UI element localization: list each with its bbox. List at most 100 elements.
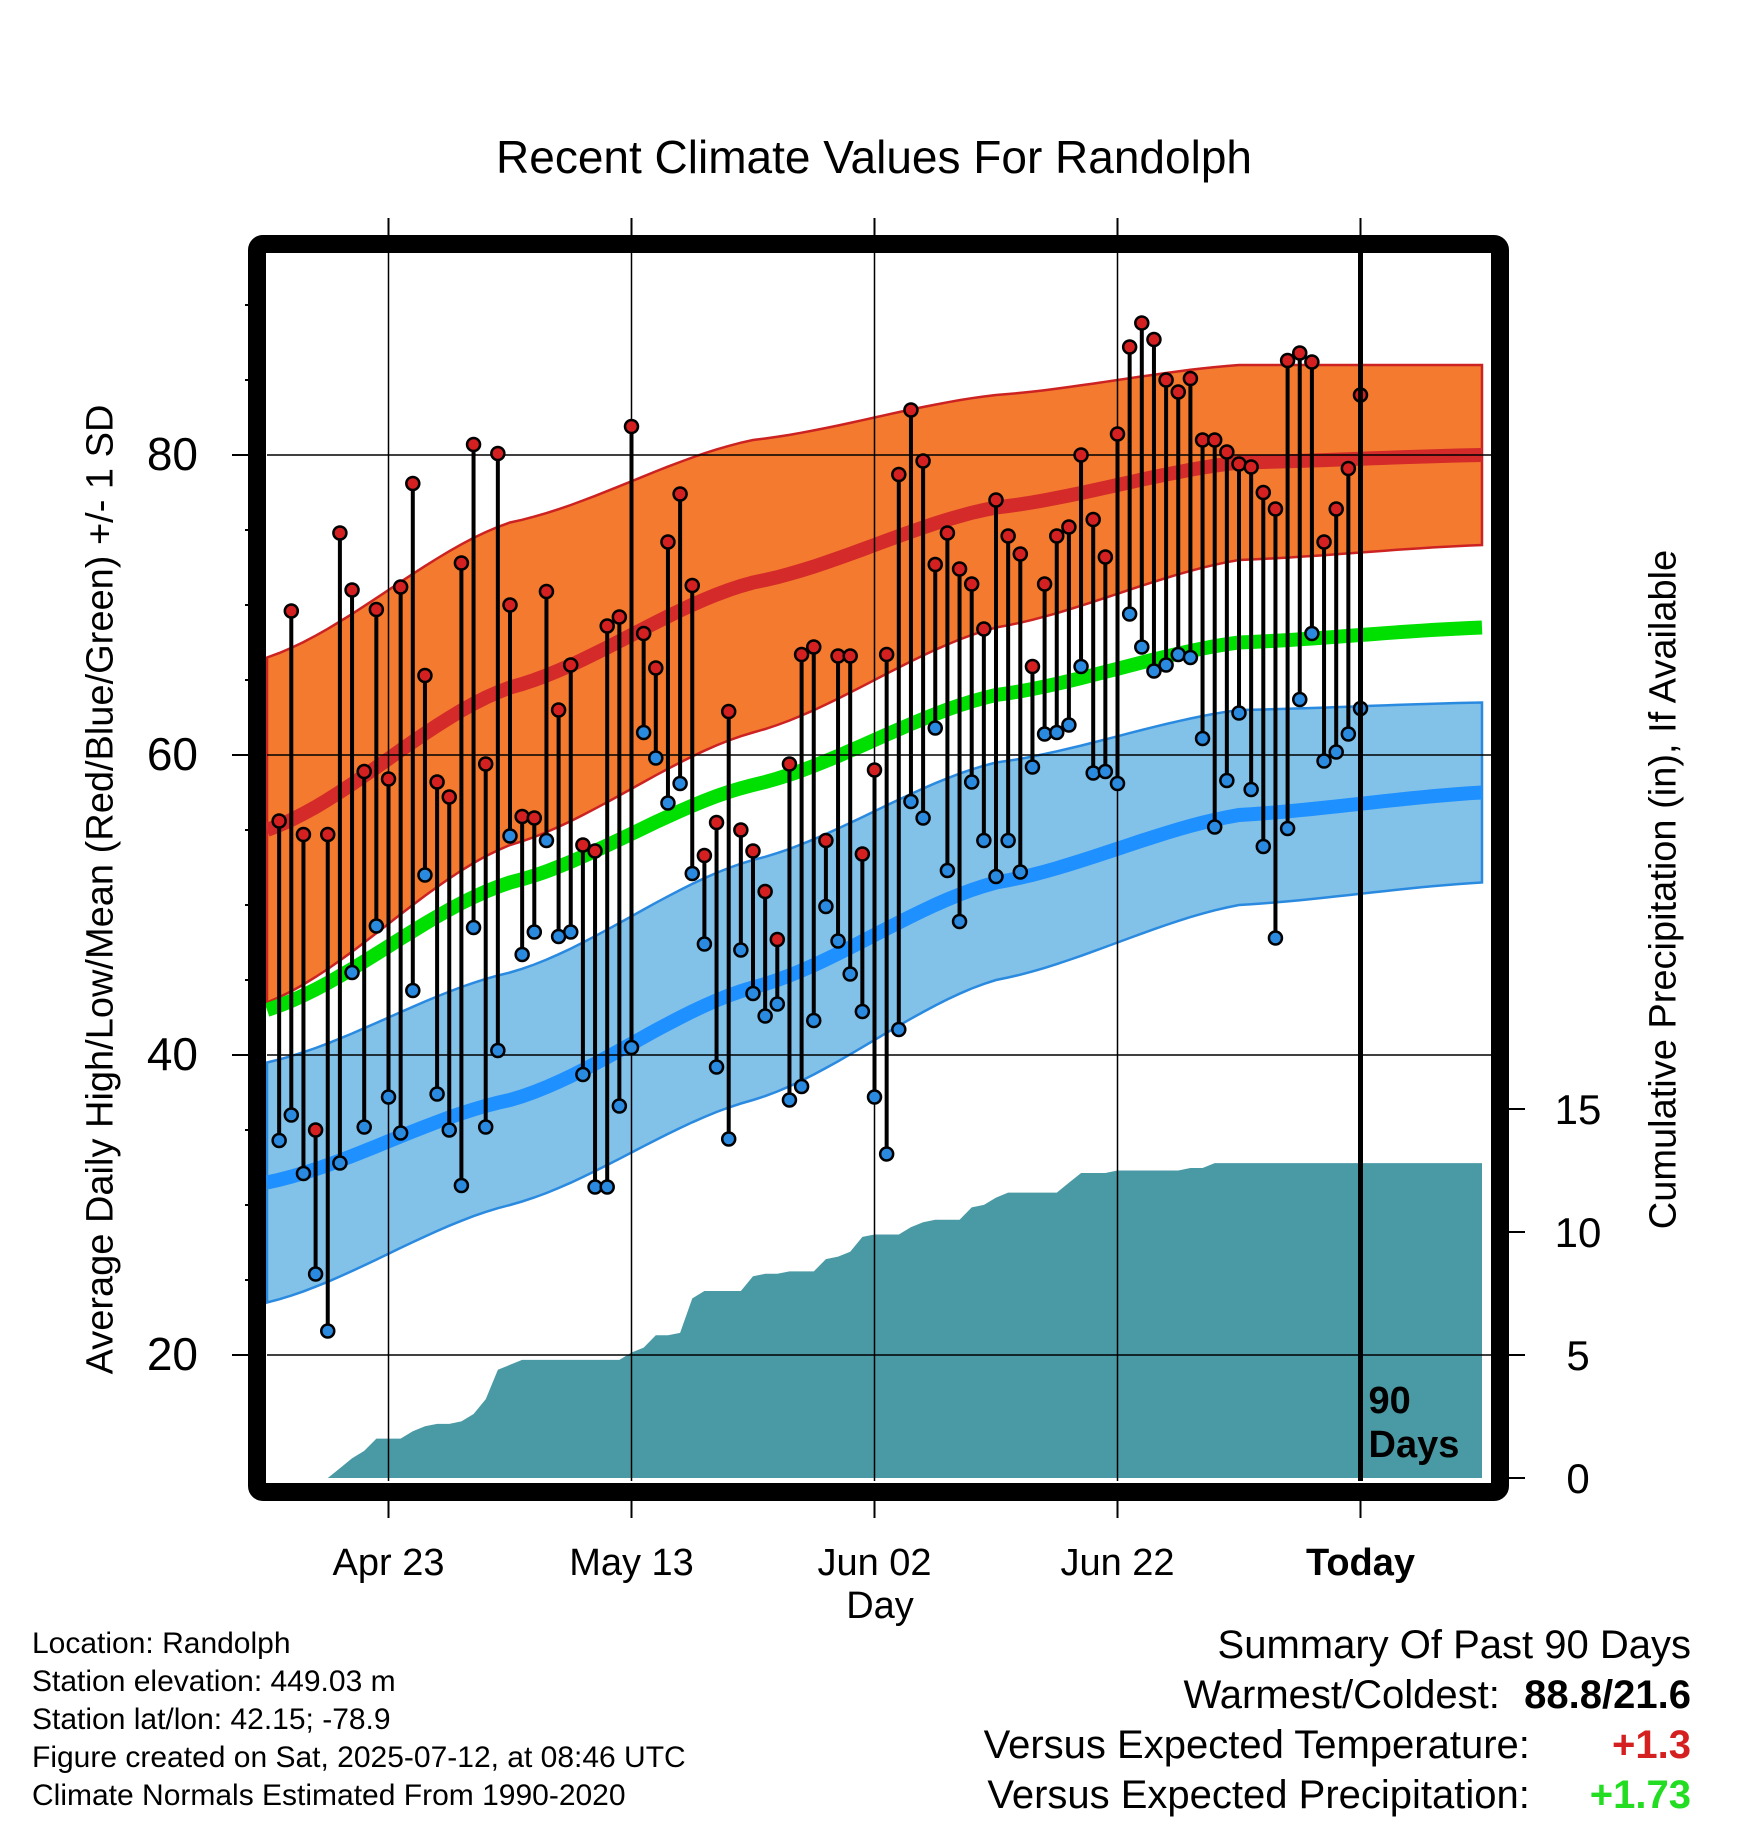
location-text: Location: Randolph	[32, 1627, 291, 1660]
frame-border	[248, 235, 1509, 1501]
low-point	[344, 964, 360, 981]
chart-title: Recent Climate Values For Randolph	[496, 131, 1252, 183]
low-point	[1024, 759, 1041, 775]
low-point	[514, 946, 530, 963]
temp-value: +1.3	[1612, 1723, 1691, 1767]
low-point	[927, 720, 943, 736]
low-point	[502, 828, 518, 844]
low-point	[611, 1098, 628, 1114]
high-point	[988, 492, 1004, 508]
low-point	[1279, 820, 1296, 837]
high-point	[453, 555, 470, 571]
high-point	[392, 579, 409, 595]
high-point	[781, 756, 798, 772]
high-point	[866, 762, 883, 778]
high-point	[417, 667, 433, 684]
high-point	[660, 534, 676, 550]
precip-row: Versus Expected Precipitation: +1.73	[984, 1770, 1691, 1820]
high-point	[271, 813, 287, 829]
low-point	[1328, 744, 1344, 760]
high-point	[1292, 345, 1308, 361]
low-point	[320, 1323, 336, 1339]
low-point	[1073, 658, 1089, 675]
low-point	[429, 1086, 445, 1102]
low-point	[1170, 646, 1186, 663]
high-point	[1255, 484, 1272, 501]
low-point	[1158, 657, 1174, 673]
high-point	[1146, 331, 1162, 348]
high-point	[1328, 501, 1344, 517]
low-point	[1146, 663, 1162, 679]
low-point	[465, 919, 482, 936]
y-tick-label-left: 40	[147, 1028, 198, 1080]
low-point	[818, 898, 834, 915]
high-point	[1206, 432, 1223, 448]
high-point	[793, 646, 810, 663]
high-point	[648, 660, 664, 676]
high-point	[1243, 459, 1259, 475]
high-point	[1158, 372, 1174, 388]
low-point	[380, 1089, 397, 1105]
high-point	[903, 402, 919, 418]
high-point	[538, 583, 555, 600]
daily-range-stems	[277, 323, 1363, 1331]
today-marker-text: Days	[1369, 1424, 1460, 1466]
low-point	[453, 1177, 470, 1194]
high-point	[320, 826, 336, 843]
low-point	[490, 1042, 506, 1059]
high-point	[1134, 315, 1150, 331]
y-tick-label-right: 10	[1555, 1209, 1602, 1256]
high-point	[307, 1122, 324, 1138]
high-point	[405, 475, 421, 492]
summary-panel: Summary Of Past 90 Days Warmest/Coldest:…	[984, 1620, 1691, 1820]
low-point	[769, 996, 786, 1012]
low-point	[1000, 832, 1016, 849]
high-point	[465, 436, 482, 453]
low-point	[1182, 649, 1199, 666]
high-point	[684, 577, 700, 594]
low-point	[854, 1003, 871, 1020]
summary-heading: Summary Of Past 90 Days	[1217, 1623, 1691, 1667]
y-tick-label-left: 60	[147, 728, 198, 780]
low-point	[1231, 705, 1247, 721]
low-point	[903, 793, 919, 810]
high-point	[1316, 534, 1332, 550]
low-point	[332, 1155, 348, 1171]
high-point	[283, 603, 300, 619]
low-point	[1049, 724, 1065, 741]
precip-label: Versus Expected Precipitation:	[987, 1773, 1530, 1817]
high-point	[733, 822, 749, 838]
low-point	[1121, 606, 1138, 622]
high-point	[806, 639, 822, 655]
high-point	[818, 832, 834, 849]
low-point	[648, 750, 664, 766]
low-point	[417, 867, 433, 883]
precip-value: +1.73	[1589, 1773, 1691, 1817]
high-point	[623, 418, 640, 435]
low-point	[1061, 717, 1077, 733]
low-point	[307, 1266, 324, 1282]
high-point	[878, 646, 895, 663]
low-point	[842, 966, 858, 982]
high-point	[332, 525, 348, 541]
low-point	[526, 924, 543, 940]
low-point	[733, 942, 749, 958]
high-point	[915, 453, 931, 469]
warm-cold-row: Warmest/Coldest: 88.8/21.6	[984, 1670, 1692, 1720]
high-point	[502, 597, 518, 613]
low-point	[915, 810, 931, 826]
high-point	[745, 843, 761, 859]
low-point	[295, 1165, 312, 1182]
high-point	[939, 525, 956, 541]
low-point	[575, 1066, 591, 1083]
high-point	[1012, 546, 1029, 562]
high-point	[1121, 339, 1138, 355]
high-point	[599, 618, 615, 634]
high-point	[720, 703, 737, 720]
left-axis-label: Average Daily High/Low/Mean (Red/Blue/Gr…	[79, 404, 122, 1375]
low-point	[1219, 772, 1235, 789]
high-point	[295, 826, 312, 843]
right-axis-label: Cumulative Precipitation (in), If Availa…	[1642, 549, 1685, 1230]
normals-text: Climate Normals Estimated From 1990-2020	[32, 1779, 626, 1812]
